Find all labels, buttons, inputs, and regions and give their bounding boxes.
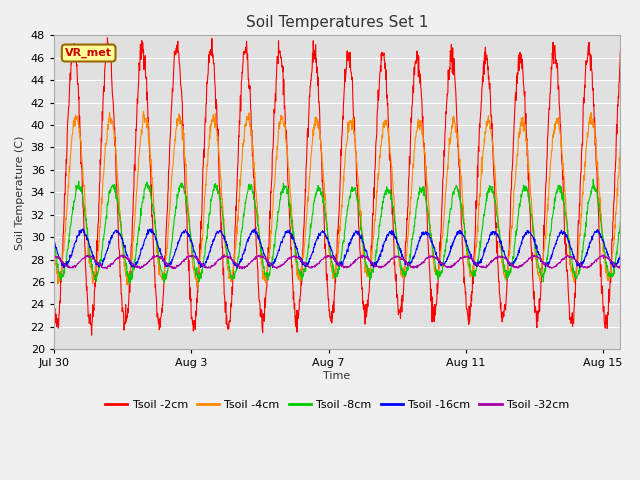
Line: Tsoil -16cm: Tsoil -16cm bbox=[54, 228, 620, 268]
Tsoil -4cm bbox=[140, 108, 147, 114]
Tsoil -8cm bbox=[317, 187, 324, 193]
Tsoil -32cm bbox=[238, 266, 246, 272]
Y-axis label: Soil Temperature (C): Soil Temperature (C) bbox=[15, 135, 25, 250]
Tsoil -4cm bbox=[94, 252, 102, 257]
Tsoil -8cm bbox=[295, 268, 303, 274]
Tsoil -2cm bbox=[94, 221, 102, 227]
X-axis label: Time: Time bbox=[323, 371, 351, 381]
Tsoil -32cm bbox=[220, 252, 228, 258]
Title: Soil Temperatures Set 1: Soil Temperatures Set 1 bbox=[246, 15, 428, 30]
Tsoil -8cm bbox=[616, 219, 624, 225]
Tsoil -16cm bbox=[296, 255, 303, 261]
Tsoil -4cm bbox=[305, 174, 313, 180]
Tsoil -2cm bbox=[568, 315, 575, 321]
Tsoil -16cm bbox=[94, 261, 102, 267]
Tsoil -4cm bbox=[296, 268, 303, 274]
Line: Tsoil -32cm: Tsoil -32cm bbox=[54, 255, 620, 269]
Tsoil -2cm bbox=[305, 93, 313, 99]
Tsoil -2cm bbox=[388, 211, 396, 217]
Tsoil -8cm bbox=[388, 200, 396, 206]
Tsoil -32cm bbox=[616, 264, 624, 270]
Tsoil -2cm bbox=[616, 48, 624, 54]
Tsoil -4cm bbox=[50, 240, 58, 246]
Tsoil -8cm bbox=[567, 256, 575, 262]
Tsoil -2cm bbox=[88, 332, 95, 338]
Tsoil -16cm bbox=[79, 226, 87, 231]
Tsoil -32cm bbox=[50, 254, 58, 260]
Line: Tsoil -4cm: Tsoil -4cm bbox=[54, 111, 620, 287]
Text: VR_met: VR_met bbox=[65, 48, 112, 58]
Tsoil -16cm bbox=[317, 230, 324, 236]
Tsoil -8cm bbox=[50, 237, 58, 242]
Tsoil -2cm bbox=[50, 301, 58, 307]
Tsoil -16cm bbox=[234, 265, 241, 271]
Tsoil -16cm bbox=[388, 229, 396, 235]
Tsoil -4cm bbox=[388, 171, 396, 177]
Legend: Tsoil -2cm, Tsoil -4cm, Tsoil -8cm, Tsoil -16cm, Tsoil -32cm: Tsoil -2cm, Tsoil -4cm, Tsoil -8cm, Tsoi… bbox=[100, 396, 574, 415]
Tsoil -4cm bbox=[317, 141, 324, 146]
Tsoil -2cm bbox=[317, 140, 324, 146]
Tsoil -4cm bbox=[568, 268, 575, 274]
Tsoil -2cm bbox=[296, 297, 303, 303]
Tsoil -8cm bbox=[589, 176, 597, 182]
Tsoil -32cm bbox=[568, 254, 575, 260]
Line: Tsoil -2cm: Tsoil -2cm bbox=[54, 38, 620, 335]
Tsoil -32cm bbox=[94, 261, 102, 266]
Tsoil -32cm bbox=[305, 264, 313, 270]
Tsoil -8cm bbox=[126, 281, 134, 287]
Tsoil -32cm bbox=[388, 256, 396, 262]
Line: Tsoil -8cm: Tsoil -8cm bbox=[54, 179, 620, 284]
Tsoil -16cm bbox=[305, 255, 313, 261]
Tsoil -8cm bbox=[94, 271, 102, 276]
Tsoil -4cm bbox=[193, 284, 200, 290]
Tsoil -32cm bbox=[317, 258, 324, 264]
Tsoil -8cm bbox=[305, 238, 313, 243]
Tsoil -16cm bbox=[50, 238, 58, 244]
Tsoil -2cm bbox=[104, 35, 111, 41]
Tsoil -16cm bbox=[616, 251, 624, 257]
Tsoil -16cm bbox=[568, 247, 575, 252]
Tsoil -4cm bbox=[616, 144, 624, 150]
Tsoil -32cm bbox=[296, 255, 303, 261]
